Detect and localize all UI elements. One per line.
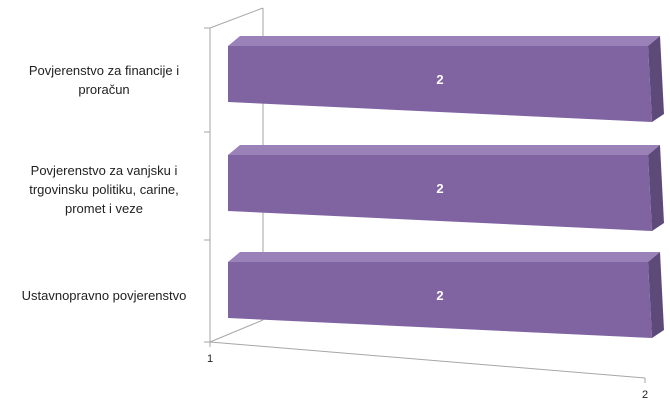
category-label-line: Ustavnopravno povjerenstvo xyxy=(4,286,204,305)
bar: 2 xyxy=(228,252,664,338)
category-label-line: Povjerenstvo za financije i xyxy=(4,61,204,80)
category-label: Povjerenstvo za vanjsku i trgovinsku poli… xyxy=(4,161,204,218)
bar: 2 xyxy=(228,145,664,231)
bar-top-face xyxy=(228,252,660,262)
chart-ticks: 12 xyxy=(207,342,648,401)
bar-top-face xyxy=(228,145,660,155)
category-label: Ustavnopravno povjerenstvo xyxy=(4,286,204,305)
x-axis-line xyxy=(210,342,645,378)
category-label: Povjerenstvo za financije i proračun xyxy=(4,61,204,99)
bar-data-label: 2 xyxy=(436,288,443,303)
bar-data-label: 2 xyxy=(436,181,443,196)
category-label-line: proračun xyxy=(4,80,204,99)
wall-top-edge xyxy=(210,8,263,28)
chart-bars: 2 2 2 xyxy=(228,36,664,338)
x-tick-label: 1 xyxy=(207,353,213,365)
category-label-line: promet i veze xyxy=(4,199,204,218)
category-label-line: Povjerenstvo za vanjsku i xyxy=(4,161,204,180)
x-tick-label: 2 xyxy=(642,389,648,401)
bar: 2 xyxy=(228,36,664,122)
bar-top-face xyxy=(228,36,660,46)
bar-data-label: 2 xyxy=(436,72,443,87)
wall-bottom-edge xyxy=(210,320,263,342)
category-label-line: trgovinsku politiku, carine, xyxy=(4,180,204,199)
